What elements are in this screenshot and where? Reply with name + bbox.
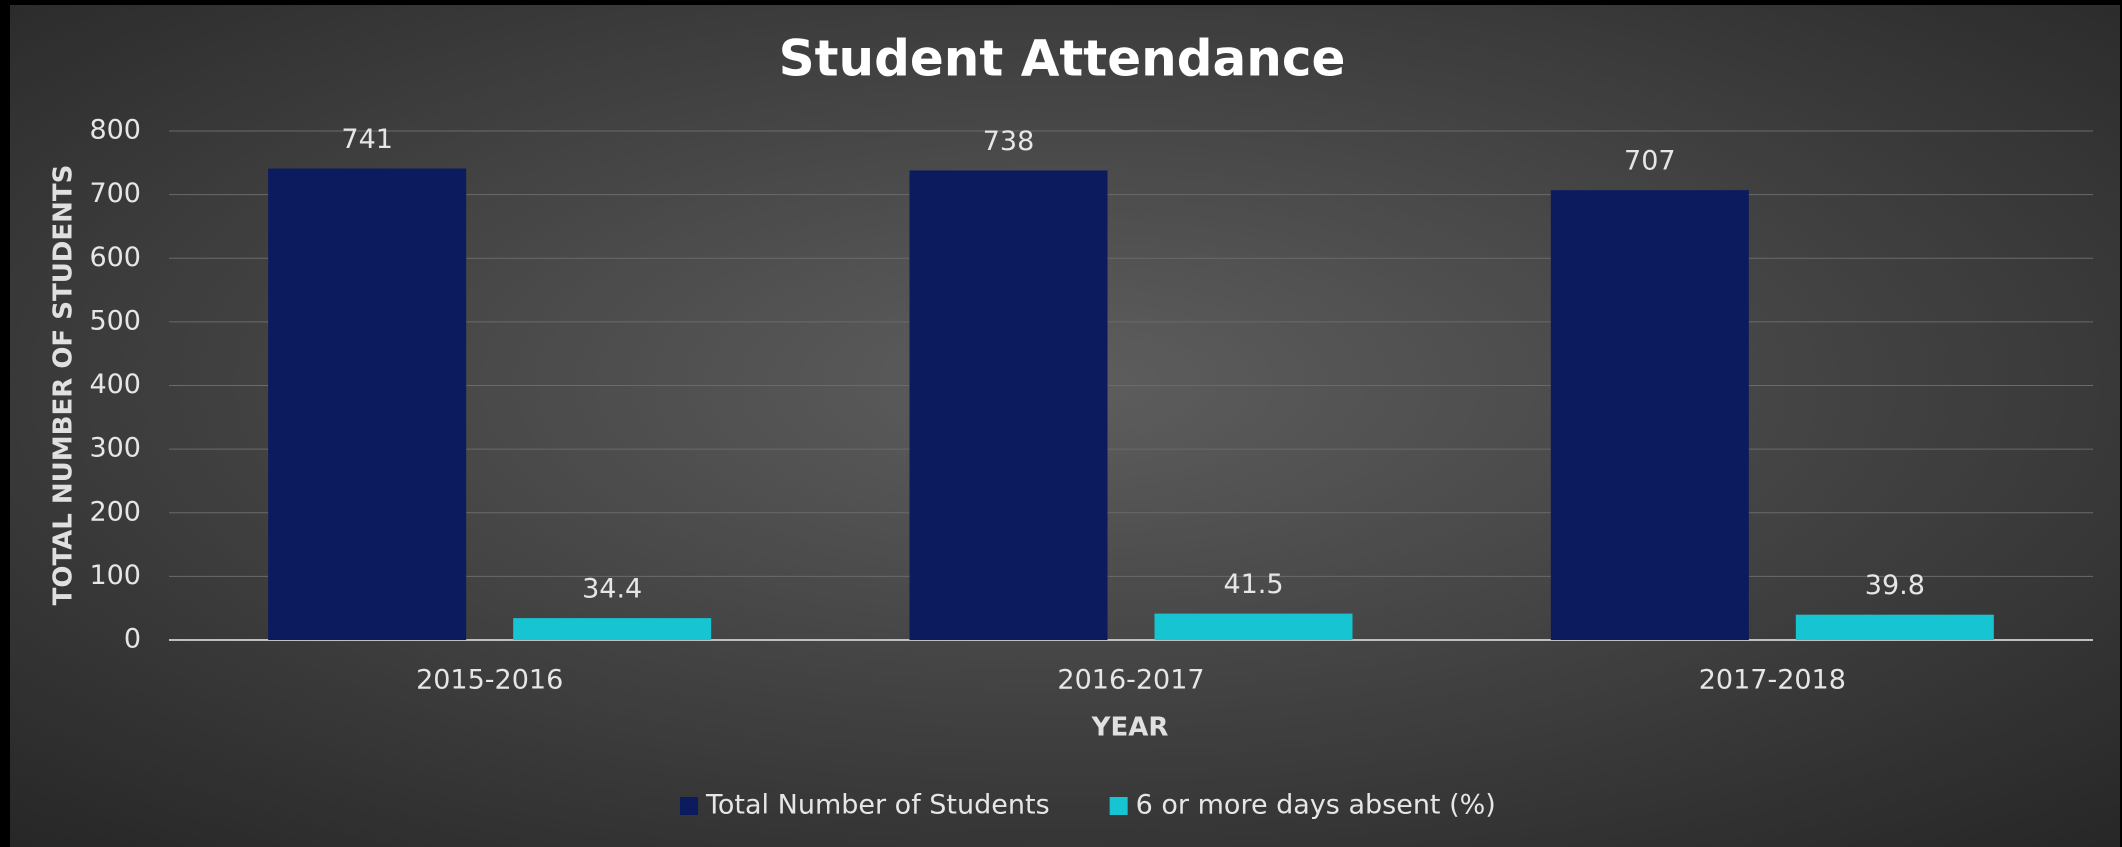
chart-title: Student Attendance: [779, 30, 1346, 88]
x-axis-title: YEAR: [1091, 713, 1169, 743]
data-label: 34.4: [582, 574, 642, 605]
y-tick-label: 800: [89, 115, 141, 146]
y-tick-label: 300: [89, 433, 141, 464]
y-tick-label: 100: [89, 560, 141, 591]
legend-label: Total Number of Students: [705, 790, 1050, 821]
bar: [268, 168, 467, 640]
bar: [1795, 614, 1994, 640]
bar: [1154, 613, 1353, 640]
y-tick-label: 600: [89, 242, 141, 273]
y-tick-label: 200: [89, 496, 141, 527]
data-label: 39.8: [1865, 570, 1925, 601]
legend-swatch: [680, 797, 698, 815]
x-tick-label: 2016-2017: [1057, 665, 1204, 696]
bar: [513, 618, 712, 640]
y-tick-label: 0: [124, 624, 141, 655]
legend-label: 6 or more days absent (%): [1136, 790, 1496, 821]
bar: [909, 170, 1108, 640]
data-label: 41.5: [1223, 569, 1283, 600]
data-label: 707: [1624, 146, 1676, 177]
y-tick-label: 500: [89, 305, 141, 336]
legend-swatch: [1109, 797, 1128, 815]
data-label: 738: [983, 126, 1035, 157]
x-tick-label: 2017-2018: [1699, 665, 1846, 696]
y-tick-label: 400: [89, 369, 141, 400]
data-label: 741: [341, 124, 393, 155]
bar: [1550, 190, 1749, 640]
y-tick-label: 700: [89, 178, 141, 209]
x-tick-label: 2015-2016: [416, 665, 563, 696]
y-axis-title: TOTAL NUMBER OF STUDENTS: [49, 165, 79, 606]
